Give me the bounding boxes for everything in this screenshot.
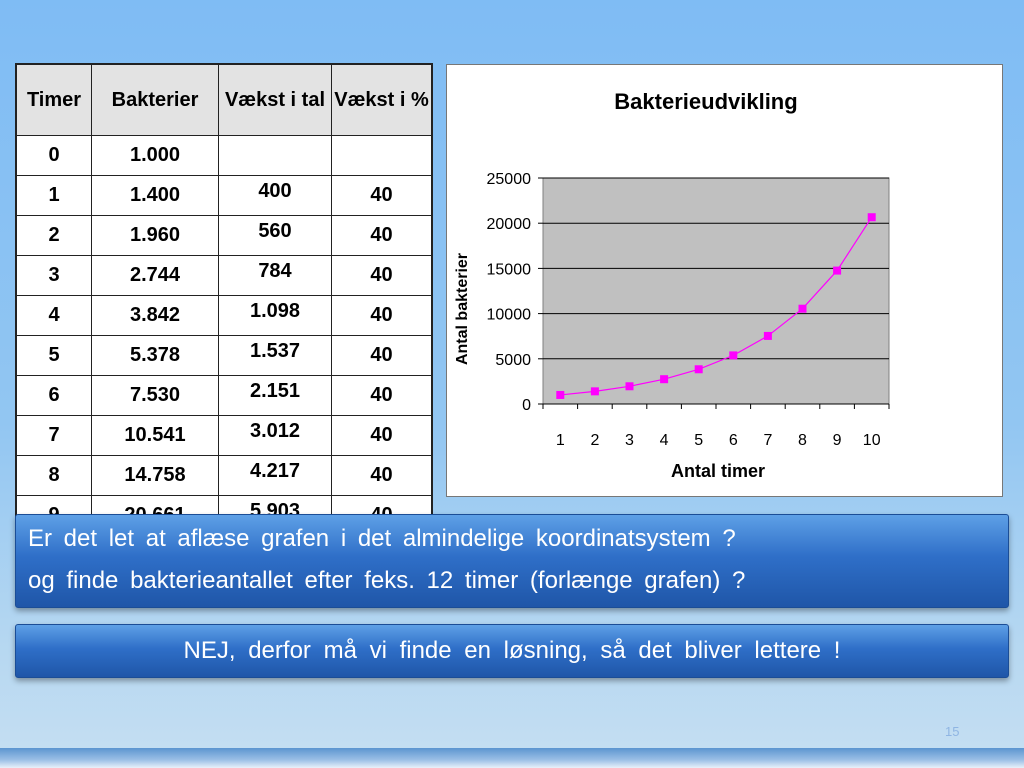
data-point (625, 382, 634, 391)
cell-growth-count: 2.151 (218, 375, 332, 416)
table-row: 1 1.400 400 40 (15, 175, 433, 216)
y-tick-label: 20000 (487, 216, 532, 233)
cell-growth-percent: 40 (331, 255, 433, 296)
cell-growth-count: 784 (218, 255, 332, 296)
x-tick-label: 6 (729, 432, 738, 449)
cell-hour: 2 (15, 215, 92, 256)
table-row: 6 7.530 2.151 40 (15, 375, 433, 416)
bacteria-chart: 0 5000 10000 15000 20000 25000 1 2 3 4 5 6 7 8 9 10 Bakt… (454, 89, 890, 481)
table-row: 7 10.541 3.012 40 (15, 415, 433, 456)
cell-growth-percent: 40 (331, 295, 433, 336)
cell-growth-percent (331, 135, 433, 176)
cell-growth-percent: 40 (331, 335, 433, 376)
cell-hour: 7 (15, 415, 92, 456)
cell-bacteria: 3.842 (91, 295, 219, 336)
x-tick-label: 4 (660, 432, 669, 449)
chart-x-axis-label: Antal timer (671, 461, 765, 481)
y-tick-label: 10000 (487, 307, 532, 324)
cell-hour: 3 (15, 255, 92, 296)
table-row: 8 14.758 4.217 40 (15, 455, 433, 496)
data-point (763, 331, 772, 340)
data-point (798, 304, 807, 313)
data-point (833, 266, 842, 275)
table-row: 5 5.378 1.537 40 (15, 335, 433, 376)
table-row: 0 1.000 (15, 135, 433, 176)
cell-growth-count: 1.098 (218, 295, 332, 336)
y-tick-label: 15000 (487, 261, 532, 278)
y-tick-label: 25000 (487, 171, 532, 188)
cell-hour: 4 (15, 295, 92, 336)
question-line-2: og finde bakterieantallet efter feks. 12… (28, 567, 746, 594)
cell-bacteria: 10.541 (91, 415, 219, 456)
cell-growth-percent: 40 (331, 215, 433, 256)
cell-growth-count (218, 135, 332, 176)
cell-growth-percent: 40 (331, 375, 433, 416)
cell-growth-count: 4.217 (218, 455, 332, 496)
cell-hour: 6 (15, 375, 92, 416)
data-point (694, 365, 703, 374)
cell-bacteria: 14.758 (91, 455, 219, 496)
chart-y-axis-label: Antal bakterier (454, 253, 471, 365)
data-point (590, 387, 599, 396)
cell-growth-count: 3.012 (218, 415, 332, 456)
x-tick-label: 8 (798, 432, 807, 449)
page-number: 15 (945, 724, 960, 739)
cell-growth-count: 560 (218, 215, 332, 256)
cell-growth-percent: 40 (331, 455, 433, 496)
cell-bacteria: 2.744 (91, 255, 219, 296)
data-point (867, 213, 876, 222)
header-timer: Timer (15, 63, 92, 136)
footer-band (0, 748, 1024, 768)
cell-bacteria: 1.960 (91, 215, 219, 256)
cell-hour: 1 (15, 175, 92, 216)
cell-growth-count: 1.537 (218, 335, 332, 376)
x-tick-label: 3 (625, 432, 634, 449)
question-line-1: Er det let at aflæse grafen i det almind… (28, 525, 736, 552)
x-tick-label: 5 (694, 432, 703, 449)
header-bakterier: Bakterier (91, 63, 219, 136)
y-tick-label: 5000 (495, 352, 531, 369)
y-tick-label: 0 (522, 397, 531, 414)
cell-bacteria: 5.378 (91, 335, 219, 376)
x-tick-label: 9 (833, 432, 842, 449)
cell-hour: 5 (15, 335, 92, 376)
data-point (660, 375, 669, 384)
x-tick-label: 7 (763, 432, 772, 449)
data-point (729, 351, 738, 360)
data-point (556, 390, 565, 399)
x-tick-label: 1 (556, 432, 565, 449)
x-tick-label: 10 (863, 432, 881, 449)
table-body: 0 1.000 1 1.400 400 40 2 1.960 560 40 3 2.744 784 40 4… (15, 135, 433, 537)
series-line (560, 216, 873, 396)
header-vaekst-procent: Vækst i % (331, 63, 433, 136)
table-header-row: Timer Bakterier Vækst i tal Vækst i % (15, 63, 433, 136)
x-tick-label: 2 (590, 432, 599, 449)
header-vaekst-tal: Vækst i tal (218, 63, 332, 136)
cell-hour: 8 (15, 455, 92, 496)
plot-area (542, 177, 890, 405)
cell-bacteria: 1.000 (91, 135, 219, 176)
chart-frame: 0 5000 10000 15000 20000 25000 1 2 3 4 5 6 7 8 9 10 Bakt… (446, 64, 1003, 497)
cell-hour: 0 (15, 135, 92, 176)
cell-bacteria: 7.530 (91, 375, 219, 416)
question-box: Er det let at aflæse grafen i det almind… (15, 514, 1009, 608)
cell-growth-count: 400 (218, 175, 332, 216)
cell-bacteria: 1.400 (91, 175, 219, 216)
chart-title: Bakterieudvikling (614, 89, 797, 114)
cell-growth-percent: 40 (331, 415, 433, 456)
table-row: 3 2.744 784 40 (15, 255, 433, 296)
answer-box: NEJ, derfor må vi finde en løsning, så d… (15, 624, 1009, 678)
table-row: 4 3.842 1.098 40 (15, 295, 433, 336)
table-row: 2 1.960 560 40 (15, 215, 433, 256)
cell-growth-percent: 40 (331, 175, 433, 216)
